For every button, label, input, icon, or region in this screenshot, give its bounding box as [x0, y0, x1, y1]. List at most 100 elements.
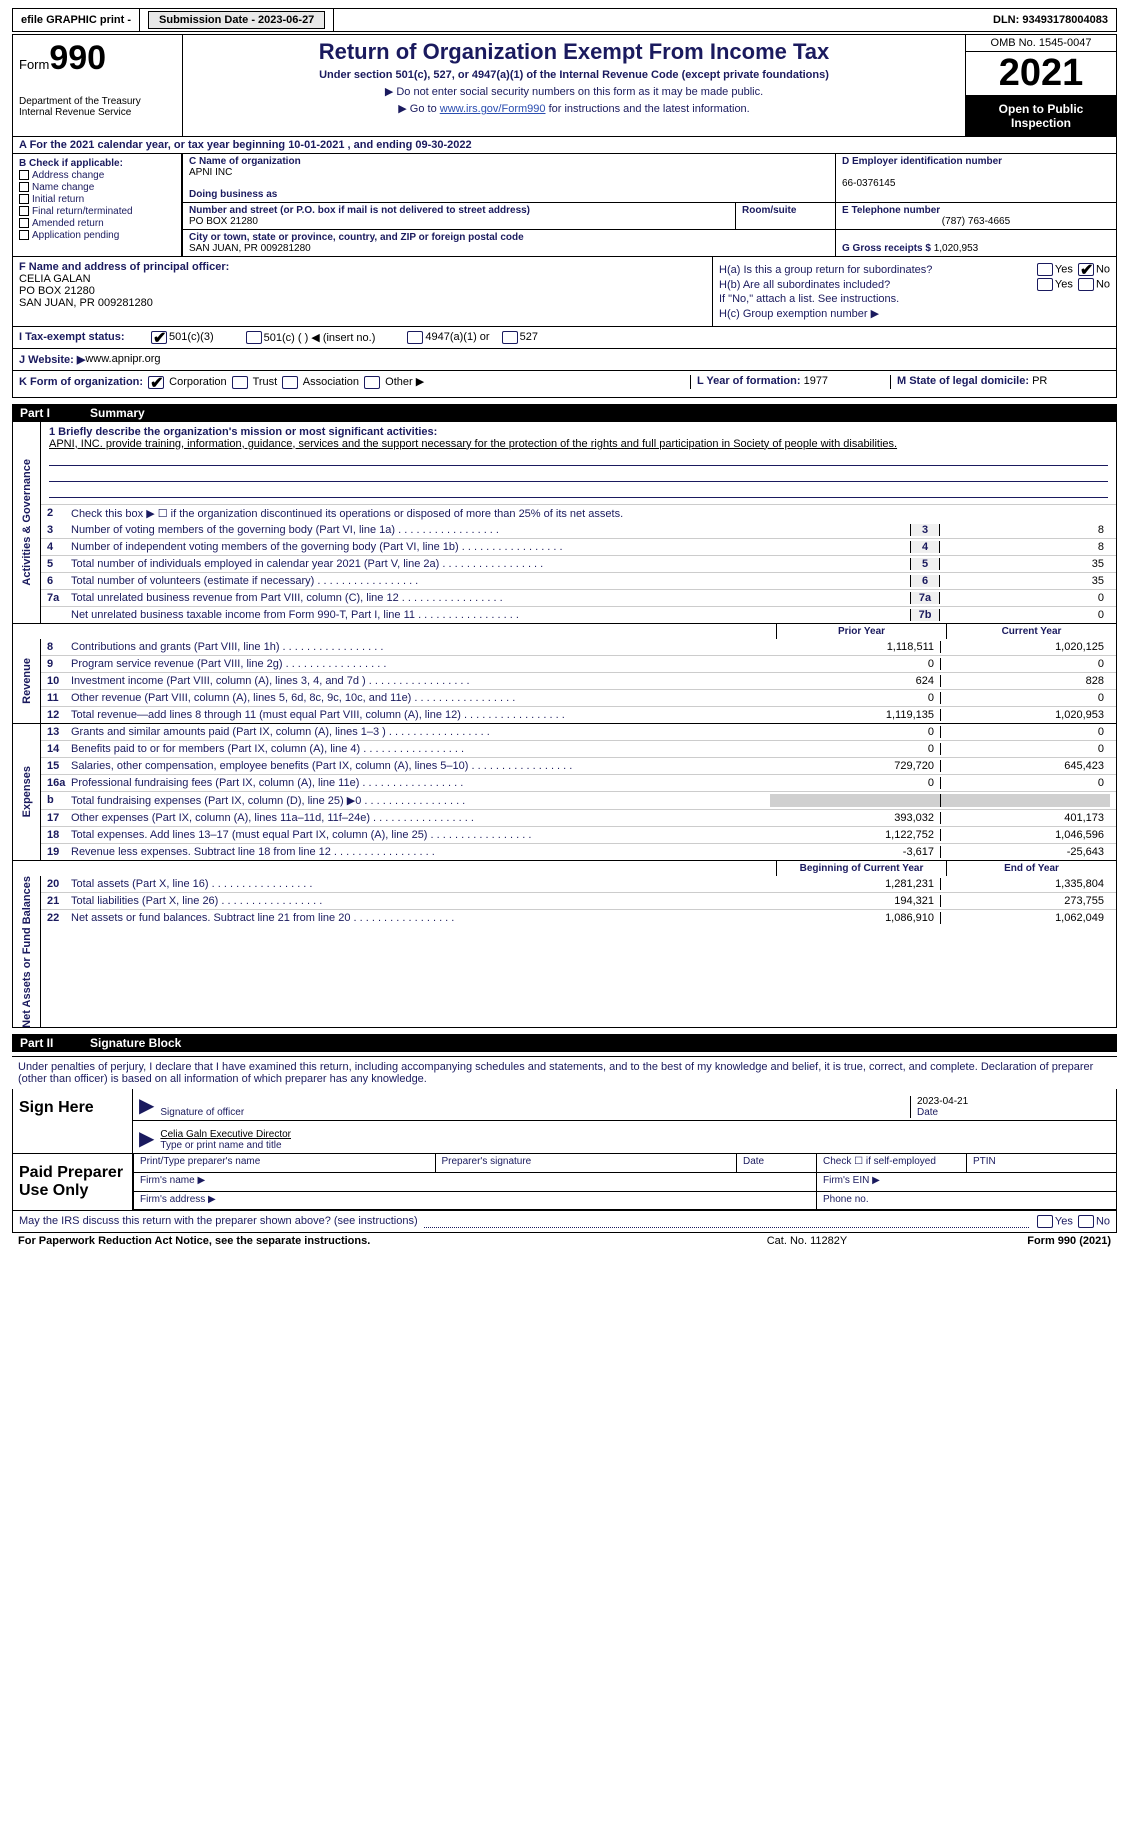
summary-line: 10Investment income (Part VIII, column (… — [41, 672, 1116, 689]
line-k: K Form of organization: Corporation Trus… — [12, 371, 1117, 398]
prep-date-label: Date — [736, 1154, 816, 1173]
arrow-icon: ▶ — [139, 1126, 154, 1151]
chk-trust[interactable] — [232, 376, 248, 389]
dba-label: Doing business as — [189, 189, 829, 200]
note2-post: for instructions and the latest informat… — [546, 103, 750, 115]
paid-preparer-block: Paid Preparer Use Only Print/Type prepar… — [12, 1154, 1117, 1211]
discuss-yes-checkbox[interactable] — [1037, 1215, 1053, 1228]
page-footer: For Paperwork Reduction Act Notice, see … — [12, 1233, 1117, 1249]
block-b-c-d: B Check if applicable: Address change Na… — [12, 154, 1117, 257]
ein-label: D Employer identification number — [842, 156, 1110, 167]
paid-preparer-label: Paid Preparer Use Only — [13, 1154, 133, 1210]
hb-yes-label: Yes — [1055, 278, 1073, 290]
hb-label: H(b) Are all subordinates included? — [719, 279, 890, 291]
chk-name-change[interactable] — [19, 182, 29, 192]
ha-no-checkbox[interactable] — [1078, 263, 1094, 276]
org-name-cell: C Name of organization APNI INC Doing bu… — [183, 154, 836, 202]
summary-line: 6Total number of volunteers (estimate if… — [41, 572, 1116, 589]
irs-link[interactable]: www.irs.gov/Form990 — [440, 103, 546, 115]
tel-label: E Telephone number — [842, 205, 1110, 216]
gross-cell: G Gross receipts $ 1,020,953 — [836, 230, 1116, 256]
firm-name-label: Firm's name ▶ — [133, 1173, 816, 1192]
form-subtitle: Under section 501(c), 527, or 4947(a)(1)… — [191, 69, 957, 81]
opt-501c3: 501(c)(3) — [169, 331, 214, 344]
chk-amended-return[interactable] — [19, 218, 29, 228]
form-org-label: K Form of organization: — [19, 376, 143, 388]
summary-line: 9Program service revenue (Part VIII, lin… — [41, 655, 1116, 672]
opt-4947: 4947(a)(1) or — [425, 331, 489, 344]
chk-final-return[interactable] — [19, 206, 29, 216]
sig-officer-label: Signature of officer — [160, 1107, 910, 1118]
year-formation-value: 1977 — [804, 375, 828, 387]
ha-no-label: No — [1096, 263, 1110, 275]
opt-527: 527 — [520, 331, 538, 344]
open-to-public: Open to Public Inspection — [966, 96, 1116, 136]
ein-cell: D Employer identification number 66-0376… — [836, 154, 1116, 202]
opt-other: Other ▶ — [385, 376, 424, 388]
part-2-title: Signature Block — [90, 1036, 181, 1050]
opt-amended-return: Amended return — [32, 218, 104, 229]
efile-label: efile GRAPHIC print - — [13, 9, 140, 31]
vlabel-activities: Activities & Governance — [13, 422, 41, 623]
part-1-body: Activities & Governance 1 Briefly descri… — [12, 422, 1117, 1029]
ha-label: H(a) Is this a group return for subordin… — [719, 264, 932, 276]
opt-corporation: Corporation — [169, 376, 226, 388]
state-domicile-label: M State of legal domicile: — [897, 375, 1029, 387]
part-1-num: Part I — [20, 406, 90, 420]
top-bar: efile GRAPHIC print - Submission Date - … — [12, 8, 1117, 32]
vlabel-net-assets: Net Assets or Fund Balances — [13, 876, 41, 1028]
chk-initial-return[interactable] — [19, 194, 29, 204]
sig-name-value: Celia Galn Executive Director — [160, 1129, 1110, 1140]
line-1-mission: 1 Briefly describe the organization's mi… — [41, 422, 1116, 504]
omb-number: OMB No. 1545-0047 — [966, 35, 1116, 52]
form-word: Form — [19, 57, 49, 72]
opt-application-pending: Application pending — [32, 230, 119, 241]
street-cell: Number and street (or P.O. box if mail i… — [183, 203, 736, 229]
section-f: F Name and address of principal officer:… — [13, 257, 713, 326]
opt-initial-return: Initial return — [32, 194, 84, 205]
hc-label: H(c) Group exemption number ▶ — [719, 307, 879, 320]
summary-line: 19Revenue less expenses. Subtract line 1… — [41, 843, 1116, 860]
header-left: Form990 Department of the Treasury Inter… — [13, 35, 183, 136]
chk-corporation[interactable] — [148, 376, 164, 389]
ein-value: 66-0376145 — [842, 178, 1110, 189]
vlabel-revenue: Revenue — [13, 639, 41, 723]
prior-current-header: Prior Year Current Year — [13, 623, 1116, 639]
summary-line: 21Total liabilities (Part X, line 26)194… — [41, 892, 1116, 909]
opt-501c: 501(c) ( ) ◀ (insert no.) — [264, 331, 376, 344]
part-2-num: Part II — [20, 1036, 90, 1050]
hb-yes-checkbox[interactable] — [1037, 278, 1053, 291]
officer-addr1: PO BOX 21280 — [19, 285, 706, 297]
ha-yes-checkbox[interactable] — [1037, 263, 1053, 276]
vlabel-expenses: Expenses — [13, 724, 41, 860]
line-2-text: Check this box ▶ ☐ if the organization d… — [71, 507, 1110, 520]
footer-left: For Paperwork Reduction Act Notice, see … — [18, 1235, 370, 1247]
chk-address-change[interactable] — [19, 170, 29, 180]
current-year-header: Current Year — [946, 624, 1116, 639]
city-label: City or town, state or province, country… — [189, 232, 829, 243]
irs-discuss-row: May the IRS discuss this return with the… — [12, 1211, 1117, 1233]
submission-date-button[interactable]: Submission Date - 2023-06-27 — [148, 11, 325, 29]
section-c-d: C Name of organization APNI INC Doing bu… — [183, 154, 1116, 256]
line-a-tax-year: A For the 2021 calendar year, or tax yea… — [12, 137, 1117, 154]
chk-other[interactable] — [364, 376, 380, 389]
chk-association[interactable] — [282, 376, 298, 389]
summary-line: 11Other revenue (Part VIII, column (A), … — [41, 689, 1116, 706]
summary-line: 12Total revenue—add lines 8 through 11 (… — [41, 706, 1116, 723]
chk-501c[interactable] — [246, 331, 262, 344]
chk-4947[interactable] — [407, 331, 423, 344]
discuss-no-checkbox[interactable] — [1078, 1215, 1094, 1228]
chk-501c3[interactable] — [151, 331, 167, 344]
prior-year-header: Prior Year — [776, 624, 946, 639]
chk-527[interactable] — [502, 331, 518, 344]
footer-right: Form 990 (2021) — [1027, 1235, 1111, 1247]
prep-name-label: Print/Type preparer's name — [133, 1154, 435, 1173]
chk-application-pending[interactable] — [19, 230, 29, 240]
room-label: Room/suite — [742, 205, 829, 216]
street-label: Number and street (or P.O. box if mail i… — [189, 205, 729, 216]
hb-no-checkbox[interactable] — [1078, 278, 1094, 291]
line-2: 2Check this box ▶ ☐ if the organization … — [41, 504, 1116, 522]
opt-name-change: Name change — [32, 182, 94, 193]
part-1-title: Summary — [90, 406, 145, 420]
footer-mid: Cat. No. 11282Y — [767, 1235, 848, 1247]
